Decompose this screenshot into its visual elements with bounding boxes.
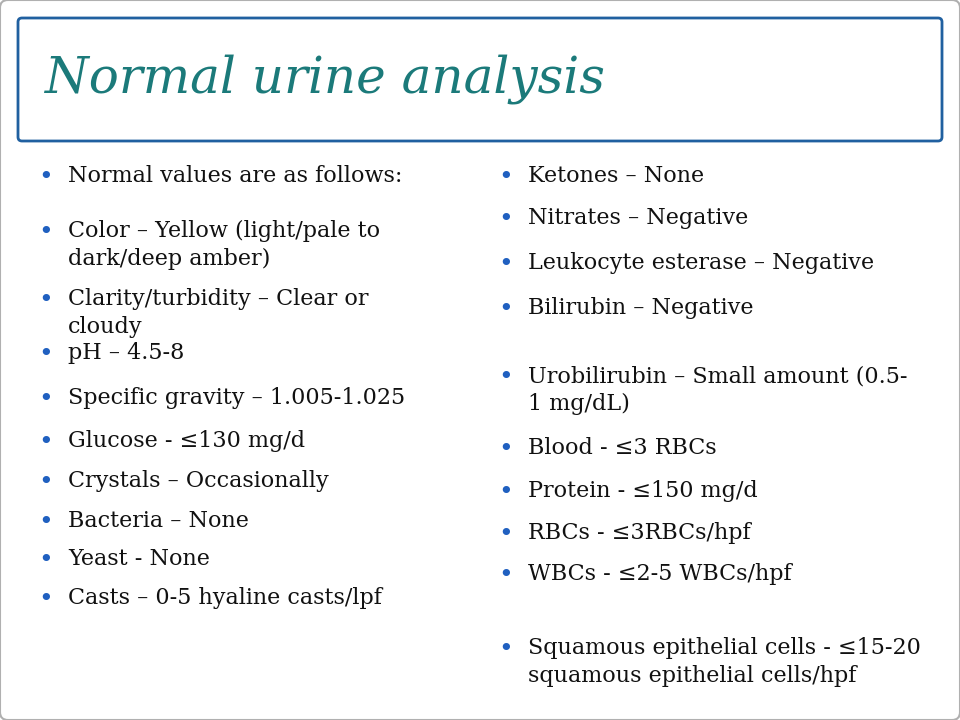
Text: Specific gravity – 1.005-1.025: Specific gravity – 1.005-1.025 bbox=[68, 387, 405, 409]
Text: •: • bbox=[38, 288, 53, 312]
FancyBboxPatch shape bbox=[18, 18, 942, 141]
Text: •: • bbox=[38, 548, 53, 572]
Text: RBCs - ≤3RBCs/hpf: RBCs - ≤3RBCs/hpf bbox=[528, 522, 751, 544]
Text: •: • bbox=[498, 365, 513, 389]
Text: •: • bbox=[498, 437, 513, 461]
Text: •: • bbox=[38, 470, 53, 494]
Text: •: • bbox=[498, 522, 513, 546]
Text: Squamous epithelial cells - ≤15-20
squamous epithelial cells/hpf: Squamous epithelial cells - ≤15-20 squam… bbox=[528, 637, 921, 687]
Text: Blood - ≤3 RBCs: Blood - ≤3 RBCs bbox=[528, 437, 716, 459]
Text: •: • bbox=[38, 342, 53, 366]
Text: •: • bbox=[38, 430, 53, 454]
Text: •: • bbox=[38, 220, 53, 244]
Text: •: • bbox=[498, 637, 513, 661]
Text: Protein - ≤150 mg/d: Protein - ≤150 mg/d bbox=[528, 480, 757, 502]
Text: pH – 4.5-8: pH – 4.5-8 bbox=[68, 342, 184, 364]
Text: Clarity/turbidity – Clear or
cloudy: Clarity/turbidity – Clear or cloudy bbox=[68, 288, 369, 338]
Text: Glucose - ≤130 mg/d: Glucose - ≤130 mg/d bbox=[68, 430, 305, 452]
Text: Crystals – Occasionally: Crystals – Occasionally bbox=[68, 470, 328, 492]
Text: Normal urine analysis: Normal urine analysis bbox=[45, 55, 605, 104]
Text: Color – Yellow (light/pale to
dark/deep amber): Color – Yellow (light/pale to dark/deep … bbox=[68, 220, 380, 270]
Text: •: • bbox=[498, 563, 513, 587]
Text: Bacteria – None: Bacteria – None bbox=[68, 510, 249, 532]
Text: Leukocyte esterase – Negative: Leukocyte esterase – Negative bbox=[528, 252, 875, 274]
Text: •: • bbox=[38, 510, 53, 534]
Text: •: • bbox=[498, 165, 513, 189]
Text: WBCs - ≤2-5 WBCs/hpf: WBCs - ≤2-5 WBCs/hpf bbox=[528, 563, 792, 585]
Text: Casts – 0-5 hyaline casts/lpf: Casts – 0-5 hyaline casts/lpf bbox=[68, 587, 382, 609]
Text: •: • bbox=[38, 587, 53, 611]
Text: Yeast - None: Yeast - None bbox=[68, 548, 210, 570]
Text: Nitrates – Negative: Nitrates – Negative bbox=[528, 207, 748, 229]
Text: •: • bbox=[498, 252, 513, 276]
Text: •: • bbox=[498, 207, 513, 231]
Text: •: • bbox=[38, 165, 53, 189]
Text: •: • bbox=[498, 297, 513, 321]
Text: Ketones – None: Ketones – None bbox=[528, 165, 704, 187]
Text: •: • bbox=[38, 387, 53, 411]
Text: Bilirubin – Negative: Bilirubin – Negative bbox=[528, 297, 754, 319]
Text: Urobilirubin – Small amount (0.5-
1 mg/dL): Urobilirubin – Small amount (0.5- 1 mg/d… bbox=[528, 365, 907, 415]
Text: •: • bbox=[498, 480, 513, 504]
Text: Normal values are as follows:: Normal values are as follows: bbox=[68, 165, 402, 187]
